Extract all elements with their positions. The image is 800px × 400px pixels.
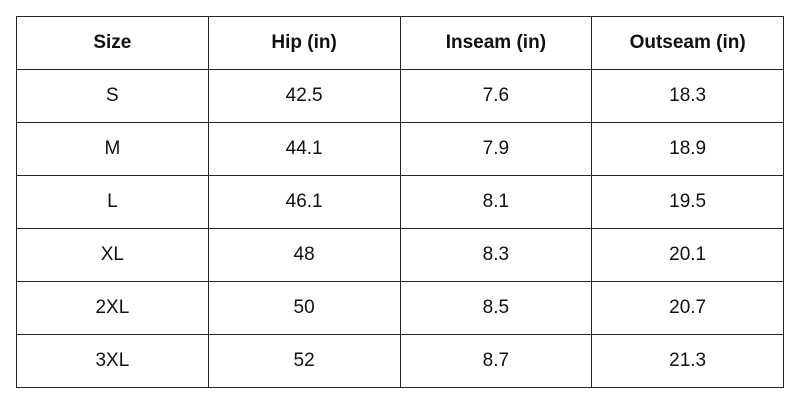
cell-size: L [16, 175, 209, 229]
header-inseam: Inseam (in) [399, 16, 593, 70]
cell-size: 2XL [16, 281, 209, 335]
table-row: 3XL 52 8.7 21.3 [16, 334, 784, 388]
cell-inseam: 8.3 [399, 228, 593, 282]
cell-size: XL [16, 228, 209, 282]
cell-outseam: 21.3 [591, 334, 784, 388]
cell-outseam: 18.3 [591, 69, 784, 123]
table-row: L 46.1 8.1 19.5 [16, 175, 784, 229]
table-header: Size Hip (in) Inseam (in) Outseam (in) [16, 16, 784, 70]
table-row: M 44.1 7.9 18.9 [16, 122, 784, 176]
cell-outseam: 19.5 [591, 175, 784, 229]
cell-size: S [16, 69, 209, 123]
cell-hip: 44.1 [207, 122, 401, 176]
cell-inseam: 7.6 [399, 69, 593, 123]
cell-outseam: 18.9 [591, 122, 784, 176]
cell-hip: 42.5 [207, 69, 401, 123]
header-row: Size Hip (in) Inseam (in) Outseam (in) [16, 16, 784, 70]
cell-hip: 48 [207, 228, 401, 282]
header-hip: Hip (in) [207, 16, 401, 70]
table-row: 2XL 50 8.5 20.7 [16, 281, 784, 335]
table-row: S 42.5 7.6 18.3 [16, 69, 784, 123]
cell-inseam: 7.9 [399, 122, 593, 176]
cell-size: M [16, 122, 209, 176]
cell-inseam: 8.7 [399, 334, 593, 388]
header-outseam: Outseam (in) [591, 16, 784, 70]
cell-outseam: 20.7 [591, 281, 784, 335]
table-body: S 42.5 7.6 18.3 M 44.1 7.9 18.9 L 46.1 8… [16, 69, 784, 388]
size-chart-table: Size Hip (in) Inseam (in) Outseam (in) S… [16, 16, 784, 388]
header-size: Size [16, 16, 209, 70]
cell-inseam: 8.1 [399, 175, 593, 229]
cell-hip: 52 [207, 334, 401, 388]
cell-outseam: 20.1 [591, 228, 784, 282]
cell-hip: 46.1 [207, 175, 401, 229]
cell-inseam: 8.5 [399, 281, 593, 335]
table-row: XL 48 8.3 20.1 [16, 228, 784, 282]
cell-hip: 50 [207, 281, 401, 335]
cell-size: 3XL [16, 334, 209, 388]
